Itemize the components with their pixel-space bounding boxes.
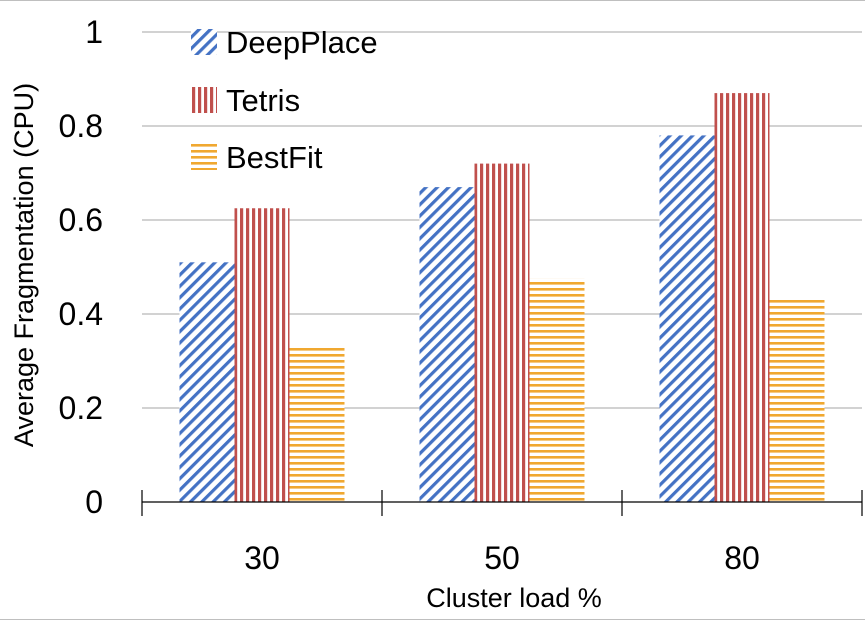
y-tick-label: 1: [85, 14, 103, 50]
bar-deepplace-30: [179, 262, 235, 502]
legend-label-bestfit: BestFit: [226, 140, 323, 175]
legend-swatch-bestfit: [191, 144, 217, 170]
x-tick-label: 30: [244, 540, 280, 576]
bar-tetris-30: [234, 208, 290, 502]
bar-bestfit-30: [289, 346, 345, 502]
legend: DeepPlace Tetris BestFit: [191, 25, 378, 175]
x-axis-title: Cluster load %: [426, 583, 602, 613]
x-tick-label: 80: [724, 540, 760, 576]
legend-swatch-tetris: [191, 87, 217, 113]
y-tick-label: 0: [85, 484, 103, 520]
legend-label-deepplace: DeepPlace: [226, 25, 378, 60]
bar-deepplace-80: [659, 135, 715, 502]
bar-deepplace-50: [419, 187, 475, 502]
x-tick-labels: 30 50 80: [244, 540, 760, 576]
x-tick-label: 50: [484, 540, 520, 576]
bar-tetris-80: [714, 93, 770, 502]
legend-swatch-deepplace: [191, 29, 217, 55]
bar-bestfit-50: [529, 278, 585, 502]
y-tick-label: 0.4: [59, 296, 103, 332]
y-tick-labels: 0 0.2 0.4 0.6 0.8 1: [59, 14, 103, 520]
bar-bestfit-80: [769, 297, 825, 502]
y-tick-label: 0.8: [59, 108, 103, 144]
axes: [141, 490, 863, 516]
y-tick-label: 0.6: [59, 202, 103, 238]
y-tick-label: 0.2: [59, 390, 103, 426]
legend-label-tetris: Tetris: [226, 83, 300, 118]
y-axis-title: Average Fragmentation (CPU): [9, 83, 39, 447]
bar-tetris-50: [474, 163, 530, 502]
bars: [179, 93, 825, 502]
